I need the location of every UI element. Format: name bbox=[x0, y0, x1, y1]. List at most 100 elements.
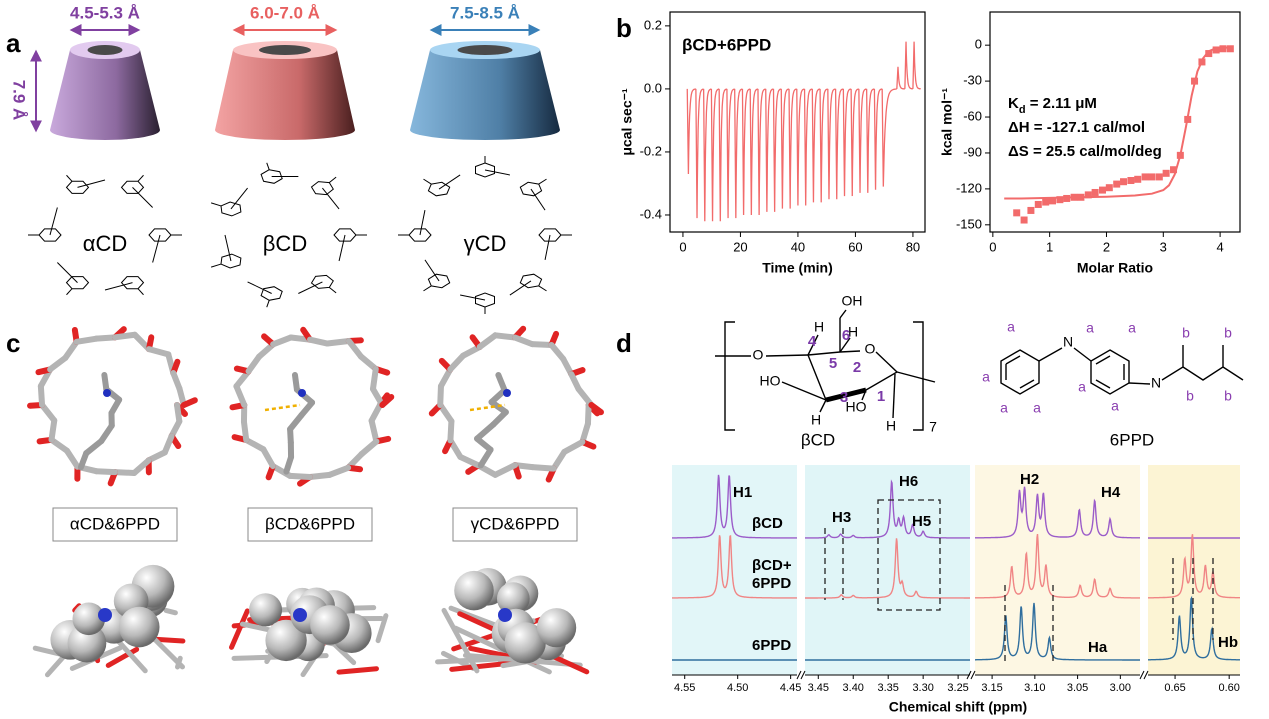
sphere bbox=[536, 608, 577, 648]
stick bbox=[145, 346, 172, 358]
data-point bbox=[1226, 45, 1234, 53]
guest-stick bbox=[474, 421, 497, 442]
stick bbox=[575, 385, 595, 408]
injection-peak bbox=[772, 88, 782, 212]
bond bbox=[530, 188, 546, 211]
sugar-ring bbox=[519, 273, 543, 289]
ppd-structure bbox=[1000, 345, 1244, 395]
stick bbox=[529, 341, 555, 348]
sugar-ring bbox=[38, 228, 62, 242]
bond bbox=[137, 174, 144, 182]
stick bbox=[437, 402, 455, 425]
x-tick-label: 1 bbox=[1046, 239, 1053, 254]
spectrum-trace bbox=[975, 486, 1140, 539]
sugar-ring bbox=[120, 276, 145, 290]
bracket bbox=[724, 321, 735, 431]
injection-peak bbox=[834, 88, 844, 200]
spectrum-trace bbox=[1148, 595, 1240, 661]
sugar-ring bbox=[310, 181, 334, 196]
nitrogen-sphere bbox=[498, 608, 512, 622]
stick bbox=[324, 338, 352, 347]
proton-label: a bbox=[1086, 320, 1094, 336]
segment-background bbox=[805, 465, 970, 675]
data-point bbox=[1184, 115, 1192, 123]
cone-body bbox=[215, 50, 355, 140]
bond bbox=[152, 234, 161, 263]
complex-label: βCD&6PPD bbox=[265, 514, 355, 533]
stick bbox=[233, 383, 248, 408]
spectrum-trace bbox=[975, 534, 1140, 599]
bond bbox=[861, 389, 867, 401]
injection-peak bbox=[741, 88, 751, 215]
stick bbox=[47, 354, 69, 373]
data-point bbox=[1170, 166, 1178, 174]
bond bbox=[66, 288, 73, 296]
sugar-ring bbox=[475, 162, 495, 178]
stick bbox=[447, 418, 455, 444]
sugar-ring bbox=[260, 286, 283, 301]
injection-peak bbox=[842, 88, 852, 197]
stick bbox=[369, 365, 379, 392]
bond bbox=[424, 259, 440, 282]
data-point bbox=[1049, 197, 1056, 205]
injection-peak bbox=[796, 88, 805, 206]
atom: H bbox=[814, 319, 824, 335]
carbon-number: 3 bbox=[840, 389, 848, 406]
bond bbox=[544, 234, 551, 260]
spectrum-label: βCD bbox=[752, 515, 783, 532]
proton-label: a bbox=[1111, 398, 1119, 414]
spectrum-trace bbox=[805, 479, 970, 539]
sphere bbox=[504, 622, 546, 664]
stick bbox=[243, 436, 267, 453]
stick bbox=[112, 331, 138, 341]
injection-peak bbox=[912, 41, 921, 90]
panel-d: O HO H OH O H HO H H 7 1 2 3 4 5 6 βCD N… bbox=[672, 293, 1244, 715]
carbon-number: 5 bbox=[829, 355, 837, 372]
dash-box bbox=[877, 499, 941, 611]
carbon-number: 1 bbox=[877, 388, 885, 405]
sugar-ring bbox=[427, 181, 451, 197]
oxygen bbox=[379, 394, 395, 408]
y-axis-label: μcal sec⁻¹ bbox=[619, 88, 635, 156]
peak-labels: H1 H3 H6 H5 H2 H4 Ha Hb bbox=[733, 471, 1238, 656]
data-point bbox=[1056, 196, 1064, 204]
stick bbox=[260, 446, 276, 470]
peak-label: H4 bbox=[1101, 484, 1121, 501]
proton-labels: a a a a a a a a b b b b bbox=[982, 319, 1232, 416]
nitrogen bbox=[503, 389, 511, 397]
ring-front bbox=[825, 387, 867, 403]
stick bbox=[48, 436, 70, 454]
cd-name: αCD bbox=[83, 231, 128, 256]
stick bbox=[112, 469, 138, 476]
stick bbox=[375, 613, 389, 644]
bond bbox=[132, 187, 153, 208]
stick bbox=[287, 472, 313, 480]
cd-name: γCD bbox=[464, 231, 507, 256]
data-point bbox=[1205, 50, 1213, 58]
injection-peak bbox=[765, 88, 774, 212]
injection-peak bbox=[881, 88, 897, 187]
guest-stick bbox=[98, 422, 115, 445]
stick bbox=[229, 608, 250, 650]
proton-label: a bbox=[982, 369, 990, 385]
stick bbox=[584, 402, 592, 427]
x-tick-label: 3.35 bbox=[877, 682, 898, 694]
bond bbox=[49, 207, 58, 236]
injection-peak bbox=[904, 41, 914, 90]
y-tick-label: 0 bbox=[975, 37, 982, 52]
x-tick-label: 3.25 bbox=[947, 682, 968, 694]
data-point bbox=[1191, 77, 1199, 85]
h-bond bbox=[469, 403, 506, 412]
stick bbox=[63, 447, 81, 470]
bond bbox=[839, 309, 847, 319]
proton-label: b bbox=[1182, 325, 1190, 341]
annotation-text: = 2.11 μM bbox=[1026, 95, 1097, 112]
annotation-symbol: K bbox=[1008, 95, 1019, 112]
bond bbox=[538, 285, 547, 292]
bond bbox=[66, 174, 73, 182]
bond bbox=[419, 210, 426, 236]
data-point bbox=[1084, 191, 1092, 199]
proton-label: a bbox=[1078, 379, 1086, 395]
